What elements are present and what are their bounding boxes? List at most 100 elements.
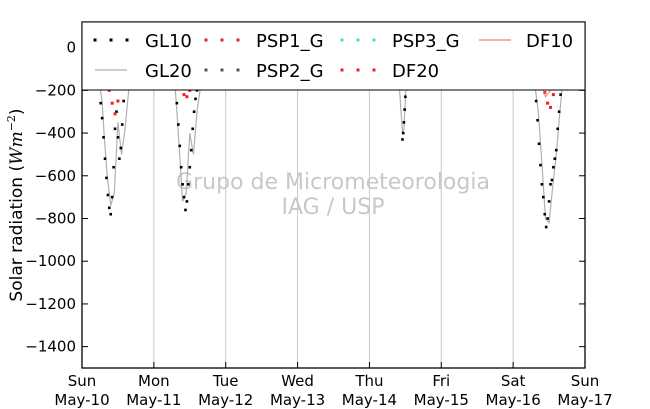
legend-label: GL20 [145,61,192,82]
legend-marker [236,38,240,42]
data-point-GL10 [115,110,118,114]
data-point-GL10 [401,131,405,135]
data-point-GL10 [175,101,179,105]
data-point-GL10 [401,138,404,141]
data-point-GL10 [554,148,558,152]
x-tick-label-day: Wed [281,372,314,390]
legend-item-GL10: GL10 [93,31,192,52]
legend-item-PSP3_G: PSP3_G [340,31,460,52]
data-point-GL10 [102,136,105,139]
x-tick-label-date: May-17 [557,391,612,409]
data-point-GL10 [189,148,193,152]
legend: GL10 GL20 PSP1_G PSP2_G PSP3_G DF20 DF10 [81,21,586,91]
data-point-GL10 [109,212,113,216]
data-point-GL10 [185,200,189,203]
x-tick-label-day: Tue [212,372,239,390]
data-point-GL10 [557,110,561,114]
data-point-GL10 [110,195,114,199]
data-point-GL10 [116,136,120,139]
x-tick-label-day: Mon [138,372,170,390]
y-tick-label: 0 [66,39,76,57]
data-point-GL10 [540,183,544,186]
x-tick-label-date: May-16 [486,391,541,409]
data-point-DF20 [110,101,114,105]
y-tick-label: −800 [35,209,76,227]
y-tick-label: −1000 [25,252,76,270]
legend-label: PSP3_G [392,31,460,52]
data-point-GL10 [187,183,190,186]
data-point-GL10 [537,142,541,146]
legend-label: PSP2_G [256,61,324,82]
data-point-GL10 [188,165,192,169]
x-tick-label-day: Sat [501,372,526,390]
x-tick-label-date: May-10 [54,391,109,409]
data-point-DF20 [543,90,547,94]
data-point-GL10 [100,116,104,120]
y-axis-label-text: Solar radiation ( [7,165,27,302]
legend-marker [125,38,129,42]
data-point-GL10 [103,157,107,160]
x-tick-label-date: May-11 [126,391,181,409]
data-point-GL10 [549,183,552,186]
data-point-DF20 [546,101,550,105]
x-tick-label-day: Sun [68,372,97,390]
watermark-line-2: IAG / USP [282,195,385,220]
data-point-DF20 [551,93,555,97]
data-point-GL10 [112,165,115,169]
legend-marker [236,68,240,72]
y-tick-label: −200 [35,81,76,99]
y-tick-label: −1200 [25,295,76,313]
data-point-DF20 [182,93,186,97]
data-point-DF20 [113,112,117,116]
x-tick-label-date: May-13 [270,391,325,409]
data-point-DF20 [549,105,553,109]
series-GL20 [97,72,564,225]
legend-marker [372,38,376,42]
legend-item-DF10: DF10 [479,31,573,52]
y-tick-label: −400 [35,124,76,142]
data-point-GL10 [113,127,117,131]
legend-marker [356,38,360,42]
legend-marker [356,68,360,72]
x-tick-label-day: Thu [354,372,383,390]
y-tick-label: −1400 [25,338,76,356]
legend-marker [204,38,208,42]
y-axis-label-unit: Wm [7,131,27,165]
x-tick-label-date: May-15 [414,391,469,409]
legend-item-DF20: DF20 [340,61,439,82]
data-point-GL10 [544,225,548,229]
legend-label: DF20 [392,61,439,82]
legend-marker [340,68,344,72]
watermark: Grupo de Micrometeorologia IAG / USP [176,170,490,220]
data-point-GL10 [108,206,111,210]
legend-frame [81,21,586,91]
data-point-GL10 [539,163,542,167]
legend-marker [93,38,97,42]
legend-marker [372,68,376,72]
y-axis: 0 −200 −400 −600 −800 −1000 −1200 −1400 [25,39,585,356]
y-axis-label: Solar radiation (Wm−2) [5,108,27,301]
legend-item-GL20: GL20 [95,61,192,82]
legend-marker [204,68,208,72]
x-tick-label-date: May-14 [342,391,397,409]
watermark-line-1: Grupo de Micrometeorologia [176,170,490,195]
data-point-GL10 [182,195,186,199]
data-point-GL10 [556,127,559,131]
y-tick-label: −600 [35,167,76,185]
data-point-GL10 [120,123,124,126]
legend-marker [109,38,113,42]
legend-marker [220,38,224,42]
data-point-GL10 [404,95,407,99]
data-point-GL10 [99,101,102,105]
data-point-GL10 [553,157,557,160]
data-point-GL10 [178,144,182,148]
data-point-GL10 [106,193,110,197]
data-point-GL10 [402,121,406,124]
data-point-GL10 [550,178,554,182]
x-axis: SunMay-10MonMay-11TueMay-12WedMay-13ThuM… [54,362,613,409]
data-point-GL10 [181,183,184,186]
data-point-GL10 [546,217,549,220]
legend-marker [340,38,344,42]
legend-label: PSP1_G [256,31,324,52]
